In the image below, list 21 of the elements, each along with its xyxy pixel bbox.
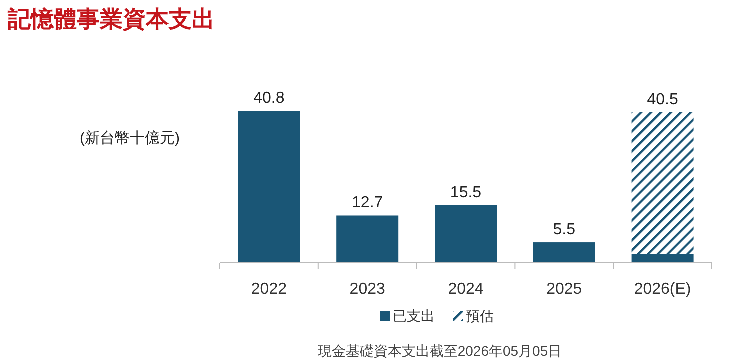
bar [533, 242, 596, 263]
data-label: 40.8 [254, 90, 285, 108]
bar [336, 216, 399, 263]
text: 現金基礎資本支出截至2026年05月05日 [318, 343, 562, 359]
x-tick-label: 2024 [448, 281, 484, 298]
data-label: 12.7 [352, 194, 384, 212]
x-tick-label: 2023 [350, 281, 386, 298]
legend-label: 已支出 [393, 308, 435, 324]
bar [632, 112, 694, 254]
bar [435, 205, 497, 263]
total-label: 40.5 [647, 91, 678, 108]
data-label: 5.5 [553, 222, 576, 239]
x-tick-label: 2022 [251, 281, 288, 298]
bar [632, 254, 694, 263]
x-tick-label: 2025 [546, 281, 582, 298]
chart-title: 記憶體事業資本支出 [7, 6, 215, 32]
legend-label: 預估 [466, 308, 494, 324]
x-tick-label: 2026(E) [634, 281, 692, 298]
y-axis-title: (新台幣十億元) [80, 130, 180, 147]
bar [238, 111, 300, 263]
data-label: 15.5 [450, 184, 482, 202]
